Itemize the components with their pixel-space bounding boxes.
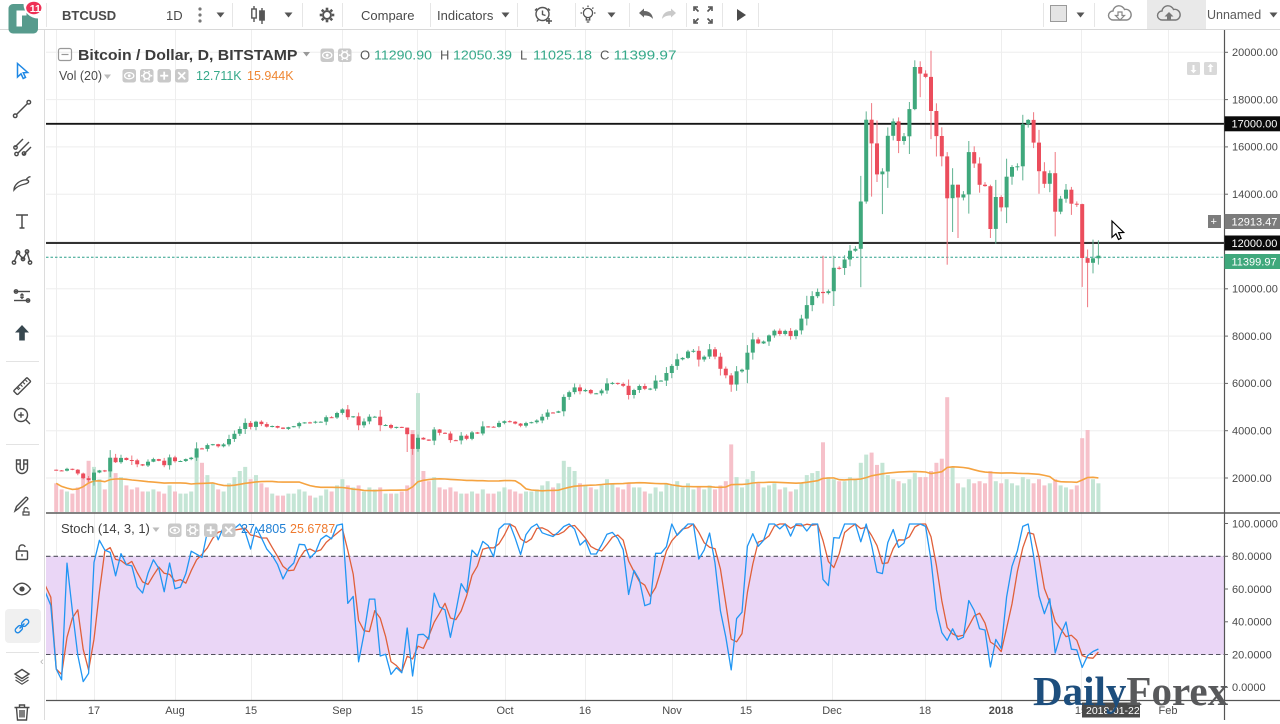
svg-text:Bitcoin / Dollar, D, BITSTAMP: Bitcoin / Dollar, D, BITSTAMP xyxy=(78,47,298,64)
svg-text:Vol (20): Vol (20) xyxy=(59,69,102,83)
svg-text:Sep: Sep xyxy=(332,705,352,717)
svg-text:14000.00: 14000.00 xyxy=(1232,189,1278,201)
svg-text:C: C xyxy=(600,48,609,63)
svg-text:60.0000: 60.0000 xyxy=(1232,584,1272,596)
svg-text:20.0000: 20.0000 xyxy=(1232,649,1272,661)
svg-text:8000.00: 8000.00 xyxy=(1232,331,1272,343)
svg-text:20000.00: 20000.00 xyxy=(1232,47,1278,59)
svg-text:25.6787: 25.6787 xyxy=(290,522,335,536)
svg-text:DailyForex: DailyForex xyxy=(1033,668,1229,714)
svg-text:12050.39: 12050.39 xyxy=(453,48,512,63)
svg-text:Aug: Aug xyxy=(165,705,185,717)
svg-text:18000.00: 18000.00 xyxy=(1232,94,1278,106)
svg-text:Dec: Dec xyxy=(822,705,842,717)
svg-text:6000.00: 6000.00 xyxy=(1232,378,1272,390)
svg-text:0.0000: 0.0000 xyxy=(1232,682,1266,694)
svg-text:40.0000: 40.0000 xyxy=(1232,617,1272,629)
svg-text:16000.00: 16000.00 xyxy=(1232,142,1278,154)
svg-text:H: H xyxy=(440,48,449,63)
svg-text:12913.47: 12913.47 xyxy=(1232,216,1278,228)
svg-text:18: 18 xyxy=(919,705,931,717)
svg-text:Nov: Nov xyxy=(662,705,682,717)
svg-text:11025.18: 11025.18 xyxy=(533,48,592,63)
svg-text:15: 15 xyxy=(245,705,257,717)
svg-text:12.711K: 12.711K xyxy=(196,69,242,83)
svg-text:11290.90: 11290.90 xyxy=(374,48,432,63)
svg-text:Stoch (14, 3, 1): Stoch (14, 3, 1) xyxy=(61,521,150,536)
svg-text:+: + xyxy=(1211,216,1217,228)
svg-text:L: L xyxy=(520,48,527,63)
svg-text:80.0000: 80.0000 xyxy=(1232,551,1272,563)
svg-text:17000.00: 17000.00 xyxy=(1232,119,1278,131)
svg-text:11399.97: 11399.97 xyxy=(1232,256,1277,268)
svg-text:27.4805: 27.4805 xyxy=(241,522,286,536)
svg-text:12000.00: 12000.00 xyxy=(1232,238,1278,250)
svg-text:15: 15 xyxy=(411,705,423,717)
svg-text:2000.00: 2000.00 xyxy=(1232,473,1272,485)
svg-text:11: 11 xyxy=(30,3,41,15)
svg-text:16: 16 xyxy=(579,705,591,717)
svg-text:4000.00: 4000.00 xyxy=(1232,426,1272,438)
svg-text:11399.97: 11399.97 xyxy=(614,48,677,63)
svg-text:2018: 2018 xyxy=(989,705,1013,717)
svg-text:15: 15 xyxy=(740,705,752,717)
svg-text:17: 17 xyxy=(88,705,100,717)
svg-text:15.944K: 15.944K xyxy=(247,69,294,83)
svg-text:100.0000: 100.0000 xyxy=(1232,518,1278,530)
svg-text:10000.00: 10000.00 xyxy=(1232,284,1278,296)
svg-text:Oct: Oct xyxy=(496,705,513,717)
svg-text:O: O xyxy=(360,48,370,63)
